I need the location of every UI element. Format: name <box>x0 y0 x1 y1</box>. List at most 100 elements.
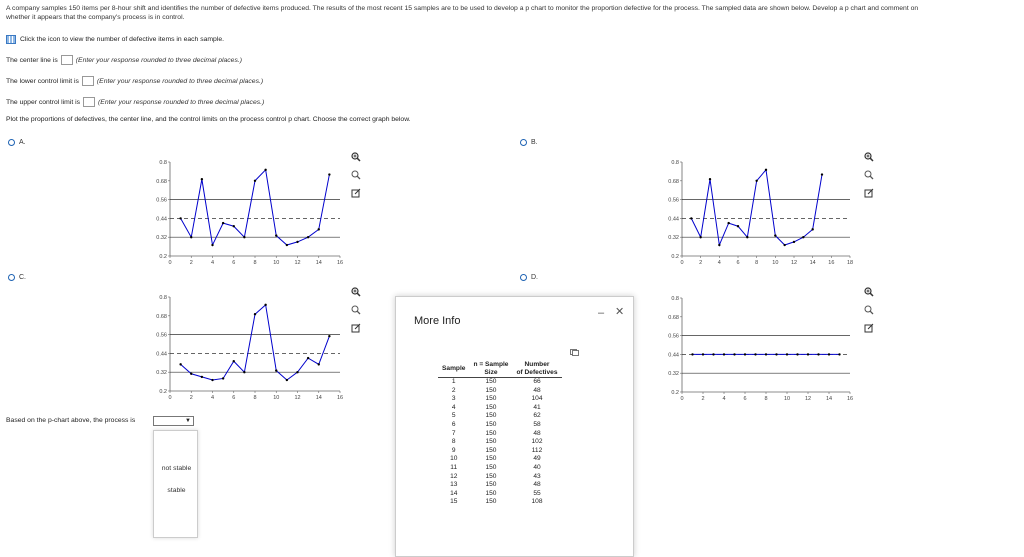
data-point <box>275 234 278 237</box>
data-point <box>328 334 331 338</box>
data-point <box>774 234 777 237</box>
data-point <box>285 243 289 247</box>
cell-sample: 15 <box>450 498 458 506</box>
lcl-input[interactable] <box>81 76 94 86</box>
conclusion-dropdown[interactable]: ▼ <box>153 416 194 426</box>
dropdown-option-stable[interactable]: stable <box>167 487 186 494</box>
x-tick-label: 0 <box>168 395 171 401</box>
zoom-in-icon[interactable] <box>351 152 361 162</box>
option-d-radio[interactable] <box>520 274 527 281</box>
cell-defectives: 66 <box>533 378 541 385</box>
y-tick-label: 0.68 <box>668 179 679 185</box>
popout-icon[interactable] <box>351 323 361 333</box>
zoom-out-icon[interactable] <box>864 305 874 315</box>
chevron-down-icon[interactable]: ▼ <box>185 418 191 424</box>
data-point <box>211 378 214 382</box>
zoom-out-icon[interactable] <box>351 305 361 315</box>
data-point <box>743 353 747 356</box>
data-point <box>275 369 278 372</box>
y-tick-label: 0.68 <box>156 314 167 320</box>
minimize-icon[interactable]: – <box>598 307 605 319</box>
popout-icon[interactable] <box>864 188 874 198</box>
option-d[interactable]: D. <box>520 274 538 281</box>
close-icon[interactable]: ✕ <box>615 306 625 318</box>
data-point <box>328 173 331 176</box>
zoom-in-icon[interactable] <box>864 152 874 162</box>
table-row: 7 150 48 <box>438 430 562 439</box>
cell-sample: 13 <box>450 481 458 489</box>
option-a[interactable]: A. <box>8 139 26 146</box>
y-tick-label: 0.8 <box>159 295 167 301</box>
table-row: 5 150 62 <box>438 412 562 421</box>
option-c-radio[interactable] <box>8 274 15 281</box>
popout-icon[interactable] <box>351 188 361 198</box>
option-c[interactable]: C. <box>8 274 26 281</box>
option-d-label: D. <box>531 274 538 281</box>
zoom-in-icon[interactable] <box>351 287 361 297</box>
x-tick-label: 2 <box>701 396 704 402</box>
x-tick-label: 10 <box>273 395 279 401</box>
data-hint[interactable]: Click the icon to view the number of def… <box>6 35 224 44</box>
cell-size: 150 <box>485 481 497 489</box>
data-point <box>718 243 721 247</box>
x-tick-label: 18 <box>847 260 853 266</box>
cell-size: 150 <box>485 489 497 497</box>
data-point <box>264 303 267 307</box>
data-point <box>296 371 299 374</box>
zoom-out-icon[interactable] <box>864 170 874 180</box>
data-point <box>253 179 257 182</box>
x-tick-label: 14 <box>316 260 322 266</box>
hint-text: Click the icon to view the number of def… <box>20 36 225 43</box>
problem-statement: A company samples 150 items per 8-hour s… <box>6 4 1021 22</box>
data-point <box>243 236 246 239</box>
data-point <box>733 353 736 356</box>
option-b[interactable]: B. <box>520 139 538 146</box>
data-table-icon[interactable] <box>6 35 16 44</box>
table-row: 14 150 55 <box>438 490 562 499</box>
cell-size: 150 <box>485 386 497 394</box>
data-point <box>200 375 204 379</box>
y-tick-label: 0.44 <box>156 216 167 222</box>
intro-line-1: A company samples 150 items per 8-hour s… <box>6 5 919 12</box>
data-point <box>699 236 702 239</box>
zoom-out-icon[interactable] <box>351 170 361 180</box>
center-line-question: The center line is (Enter your response … <box>6 55 242 65</box>
x-tick-label: 16 <box>847 396 853 402</box>
option-b-radio[interactable] <box>520 139 527 146</box>
y-tick-label: 0.32 <box>668 371 679 377</box>
ucl-hint: (Enter your response rounded to three de… <box>98 98 265 106</box>
cell-defectives: 41 <box>533 403 541 411</box>
lcl-label: The lower control limit is <box>6 77 79 85</box>
data-point <box>317 228 320 231</box>
popout-icon[interactable] <box>864 323 874 333</box>
cell-size: 150 <box>485 455 497 463</box>
ucl-input[interactable] <box>83 97 96 107</box>
cell-size: 150 <box>485 438 497 446</box>
cell-size: 150 <box>485 395 497 403</box>
x-tick-label: 10 <box>784 396 790 402</box>
data-point <box>690 217 693 220</box>
cell-size: 150 <box>485 412 497 420</box>
cell-defectives: 43 <box>533 472 541 480</box>
center-line-input[interactable] <box>60 55 73 65</box>
data-point <box>708 178 712 181</box>
cell-defectives: 104 <box>531 395 543 403</box>
x-tick-label: 4 <box>718 260 721 266</box>
dropdown-option-not-stable[interactable]: not stable <box>161 465 192 472</box>
data-point <box>827 353 831 356</box>
y-tick-label: 0.32 <box>156 235 167 241</box>
data-point <box>317 363 320 366</box>
cell-sample: 7 <box>451 429 456 437</box>
x-tick-label: 16 <box>337 260 343 266</box>
copy-icon[interactable] <box>570 349 579 356</box>
cell-size: 150 <box>485 378 497 385</box>
data-point <box>232 225 235 228</box>
option-a-radio[interactable] <box>8 139 15 146</box>
x-tick-label: 2 <box>190 260 193 266</box>
table-row: 12 150 43 <box>438 473 562 482</box>
zoom-in-icon[interactable] <box>864 287 874 297</box>
x-tick-label: 16 <box>828 260 834 266</box>
x-tick-label: 4 <box>722 396 725 402</box>
center-line-label: The center line is <box>6 56 58 64</box>
